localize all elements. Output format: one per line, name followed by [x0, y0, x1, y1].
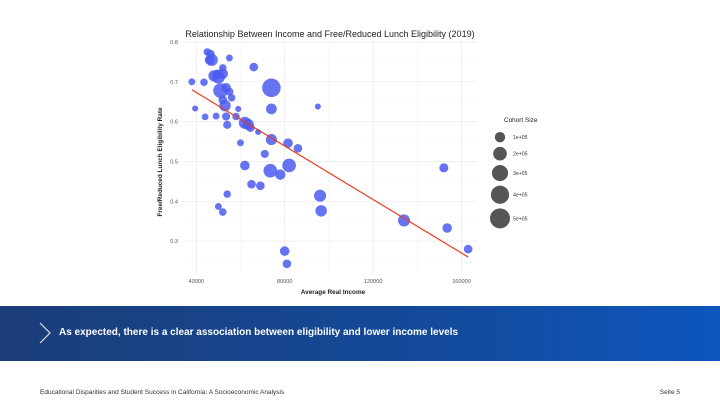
chart-title: Relationship Between Income and Free/Red… [185, 29, 474, 39]
data-point [222, 112, 231, 121]
trend-line [191, 89, 469, 258]
y-tick-label: 0.4 [170, 199, 178, 205]
x-tick-label: 80000 [277, 279, 293, 285]
chevron-right-icon [39, 322, 51, 344]
data-point [275, 169, 286, 180]
size-legend: Cohort Size 1e+05 2e+05 3e+05 4e+05 5e+05 [489, 117, 538, 229]
legend-title: Cohort Size [504, 117, 538, 124]
x-tick-label: 120000 [364, 279, 383, 285]
legend-size-label: 4e+05 [513, 193, 528, 199]
y-tick-label: 0.8 [170, 40, 178, 46]
data-point [237, 139, 244, 147]
data-point [293, 144, 303, 153]
data-point [219, 208, 227, 216]
legend-size-marker [491, 165, 509, 182]
data-point [279, 246, 290, 256]
legend-size-label: 2e+05 [513, 152, 528, 158]
legend-size-marker [493, 146, 507, 161]
grid-lines [183, 41, 477, 273]
y-tick-label: 0.6 [170, 120, 178, 126]
data-point [315, 205, 327, 217]
data-point [223, 190, 231, 198]
tick-labels: 0.3 0.4 0.5 0.6 0.7 0.8 40000 80000 120000 160000 [170, 40, 471, 285]
data-point [214, 203, 222, 210]
data-point [260, 149, 269, 158]
legend-size-marker [490, 185, 510, 204]
data-point [200, 78, 208, 86]
data-point [256, 181, 265, 191]
legend-size-label: 5e+05 [513, 216, 528, 222]
data-point [246, 123, 255, 132]
data-point [223, 120, 232, 129]
data-point [262, 78, 281, 98]
scatter-chart: 0.3 0.4 0.5 0.6 0.7 0.8 40000 80000 120000 160000… [157, 29, 538, 296]
data-point [266, 103, 277, 115]
data-point [240, 160, 250, 171]
data-point [283, 138, 293, 148]
footer-presentation-title: Educational Disparities and Student Succ… [40, 389, 285, 396]
data-point [247, 179, 256, 189]
data-point [188, 78, 196, 86]
data-point [463, 244, 473, 254]
legend-size-label: 3e+05 [513, 171, 528, 177]
legend-size-marker [489, 208, 511, 229]
x-tick-label: 40000 [188, 279, 204, 285]
legend-size-marker [494, 132, 506, 143]
data-point [235, 105, 242, 112]
data-point [192, 105, 199, 112]
data-point [397, 214, 411, 227]
data-point [282, 259, 292, 269]
x-axis-title: Average Real Income [301, 289, 366, 296]
data-point [225, 87, 234, 96]
data-point [225, 54, 233, 62]
data-point [212, 112, 220, 120]
key-message-text: As expected, there is a clear associatio… [59, 327, 459, 338]
y-axis-title: Free/Reduced Lunch Eligibility Rate [157, 107, 164, 216]
data-point [314, 103, 321, 110]
data-point [263, 163, 278, 178]
data-point [439, 163, 449, 173]
data-point [204, 55, 215, 65]
footer-page-number: Seite 5 [659, 389, 680, 396]
data-point [282, 158, 296, 173]
data-point [201, 113, 209, 121]
data-point [442, 223, 452, 233]
y-tick-label: 0.7 [170, 80, 178, 86]
data-point [212, 69, 222, 79]
trend-line-group [191, 89, 469, 258]
x-tick-label: 160000 [452, 279, 471, 285]
key-message-banner [0, 306, 720, 361]
y-tick-label: 0.3 [170, 239, 178, 245]
data-point [227, 93, 236, 102]
data-points [188, 48, 473, 269]
y-tick-label: 0.5 [170, 159, 178, 165]
data-point [313, 189, 327, 202]
legend-size-label: 1e+05 [513, 135, 528, 141]
data-point [249, 62, 259, 72]
